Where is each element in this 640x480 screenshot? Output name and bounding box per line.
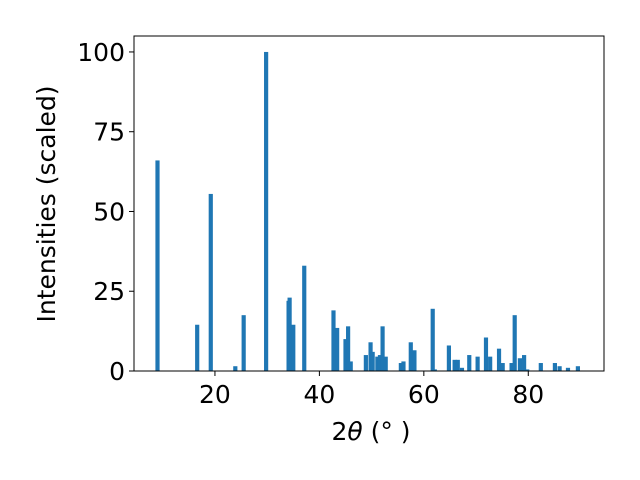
bar xyxy=(455,359,460,371)
bar xyxy=(565,367,571,371)
bar xyxy=(335,327,340,371)
bar xyxy=(552,363,557,371)
bar xyxy=(467,355,472,371)
bar xyxy=(287,297,292,371)
y-tick-label: 50 xyxy=(93,197,125,226)
bar xyxy=(375,356,380,371)
bar xyxy=(488,356,493,371)
bar xyxy=(483,337,489,371)
bar xyxy=(459,367,465,371)
bar xyxy=(452,359,457,371)
bar xyxy=(383,356,388,371)
bar xyxy=(412,350,417,371)
bar xyxy=(512,315,517,371)
y-tick-label: 0 xyxy=(109,357,125,386)
bar xyxy=(348,361,353,371)
bar xyxy=(525,369,530,371)
bar xyxy=(363,355,368,371)
x-tick-label: 60 xyxy=(408,380,440,409)
x-axis-label: 2θ (° ) xyxy=(331,417,410,446)
bar xyxy=(522,355,527,371)
bar xyxy=(398,363,403,371)
bar xyxy=(343,339,348,371)
bar xyxy=(377,355,383,371)
bar xyxy=(195,324,200,371)
bar xyxy=(208,193,213,371)
bar xyxy=(302,265,307,371)
x-tick-label: 80 xyxy=(512,380,544,409)
bar xyxy=(264,51,269,371)
bar xyxy=(380,326,385,371)
bar xyxy=(408,342,413,371)
y-axis-ticks: 0 25 50 75 100 xyxy=(77,38,134,386)
x-axis-ticks: 20 40 60 80 xyxy=(199,371,544,409)
bar xyxy=(575,366,580,371)
y-tick-label: 100 xyxy=(77,38,125,67)
bar xyxy=(346,326,351,371)
bar xyxy=(509,363,514,371)
y-tick-label: 75 xyxy=(93,118,125,147)
bar xyxy=(233,366,238,371)
bar xyxy=(291,324,296,371)
bar xyxy=(401,361,406,371)
y-tick-label: 25 xyxy=(93,277,125,306)
bar xyxy=(432,369,437,371)
bar xyxy=(538,363,543,371)
bars-group xyxy=(155,51,580,371)
bar xyxy=(331,310,336,371)
bar xyxy=(155,160,160,371)
x-tick-label: 20 xyxy=(199,380,231,409)
bar xyxy=(430,308,435,371)
bar xyxy=(370,351,375,371)
bar xyxy=(241,315,246,371)
bar xyxy=(496,348,502,371)
plot-frame xyxy=(133,35,605,372)
bar xyxy=(446,345,451,371)
bar xyxy=(557,366,562,371)
bar xyxy=(475,356,480,371)
bar xyxy=(500,363,505,371)
y-axis-label: Intensities (scaled) xyxy=(32,85,61,322)
bar xyxy=(517,358,523,371)
x-tick-label: 40 xyxy=(303,380,335,409)
